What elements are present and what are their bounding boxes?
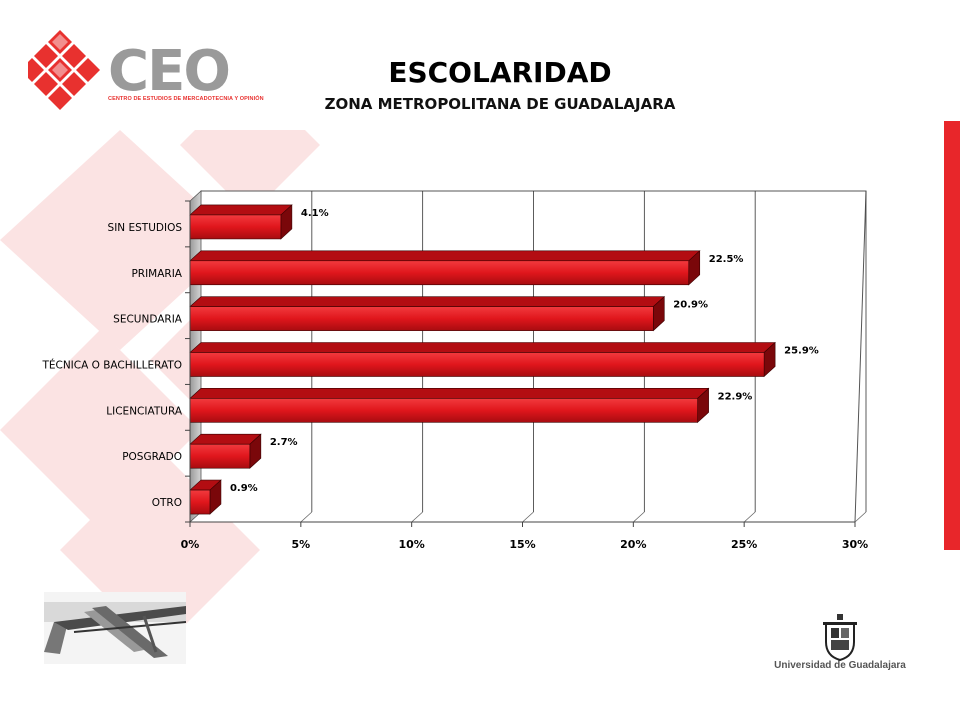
value-label: 0.9% bbox=[230, 483, 258, 494]
bar bbox=[189, 204, 293, 240]
bar-front bbox=[189, 398, 698, 423]
gridline-floor bbox=[522, 511, 534, 523]
bar bbox=[189, 295, 666, 332]
bar-top bbox=[189, 296, 666, 307]
bar bbox=[189, 341, 776, 378]
bar-front bbox=[189, 443, 251, 469]
x-tick-label: 20% bbox=[620, 538, 646, 551]
bar-top bbox=[189, 388, 710, 399]
bar-front bbox=[189, 214, 282, 240]
bar-top bbox=[189, 250, 701, 262]
x-tick-label: 5% bbox=[291, 538, 310, 551]
category-label: POSGRADO bbox=[122, 451, 182, 463]
value-label: 4.1% bbox=[301, 208, 329, 219]
gridline-floor bbox=[633, 511, 645, 523]
value-label: 2.7% bbox=[270, 437, 298, 448]
bar-top bbox=[189, 204, 293, 216]
bar-front bbox=[189, 352, 765, 377]
bar bbox=[189, 479, 222, 515]
bar bbox=[189, 387, 710, 424]
sculpture-photo bbox=[44, 592, 186, 664]
udg-name: Universidad de Guadalajara bbox=[774, 660, 906, 671]
x-tick-label: 15% bbox=[509, 538, 535, 551]
udg-emblem bbox=[823, 614, 857, 662]
bar bbox=[189, 433, 262, 469]
gridline-floor bbox=[854, 511, 867, 523]
category-label: SIN ESTUDIOS bbox=[108, 222, 183, 234]
bar bbox=[189, 250, 701, 286]
ceo-logo: CEO bbox=[28, 30, 231, 110]
value-label: 22.9% bbox=[718, 391, 753, 402]
category-label: OTRO bbox=[152, 497, 182, 509]
x-tick-label: 0% bbox=[181, 538, 200, 551]
gridline-floor bbox=[411, 511, 423, 523]
x-tick-label: 30% bbox=[842, 538, 868, 551]
category-label: LICENCIATURA bbox=[106, 405, 183, 417]
bar-front bbox=[189, 489, 211, 515]
value-label: 25.9% bbox=[784, 346, 819, 357]
page-subtitle: ZONA METROPOLITANA DE GUADALAJARA bbox=[324, 95, 676, 113]
x-tick-label: 25% bbox=[731, 538, 757, 551]
gridline-floor bbox=[743, 511, 756, 523]
page-title: ESCOLARIDAD bbox=[388, 56, 612, 89]
ceo-logo-text: CEO bbox=[108, 39, 229, 104]
value-label: 20.9% bbox=[673, 300, 708, 311]
accent-stripe bbox=[944, 121, 960, 550]
bar-front bbox=[189, 260, 690, 286]
ceo-logo-tagline: CENTRO DE ESTUDIOS DE MERCADOTECNIA Y OP… bbox=[108, 96, 264, 102]
category-label: TÉCNICA O BACHILLERATO bbox=[41, 359, 182, 372]
x-tick-label: 10% bbox=[398, 538, 424, 551]
category-label: PRIMARIA bbox=[131, 268, 182, 280]
bar-top bbox=[189, 433, 262, 445]
bar-top bbox=[189, 342, 776, 353]
value-label: 22.5% bbox=[709, 254, 744, 265]
bar-front bbox=[189, 306, 654, 331]
category-label: SECUNDARIA bbox=[113, 314, 183, 326]
gridline-floor bbox=[300, 511, 313, 523]
